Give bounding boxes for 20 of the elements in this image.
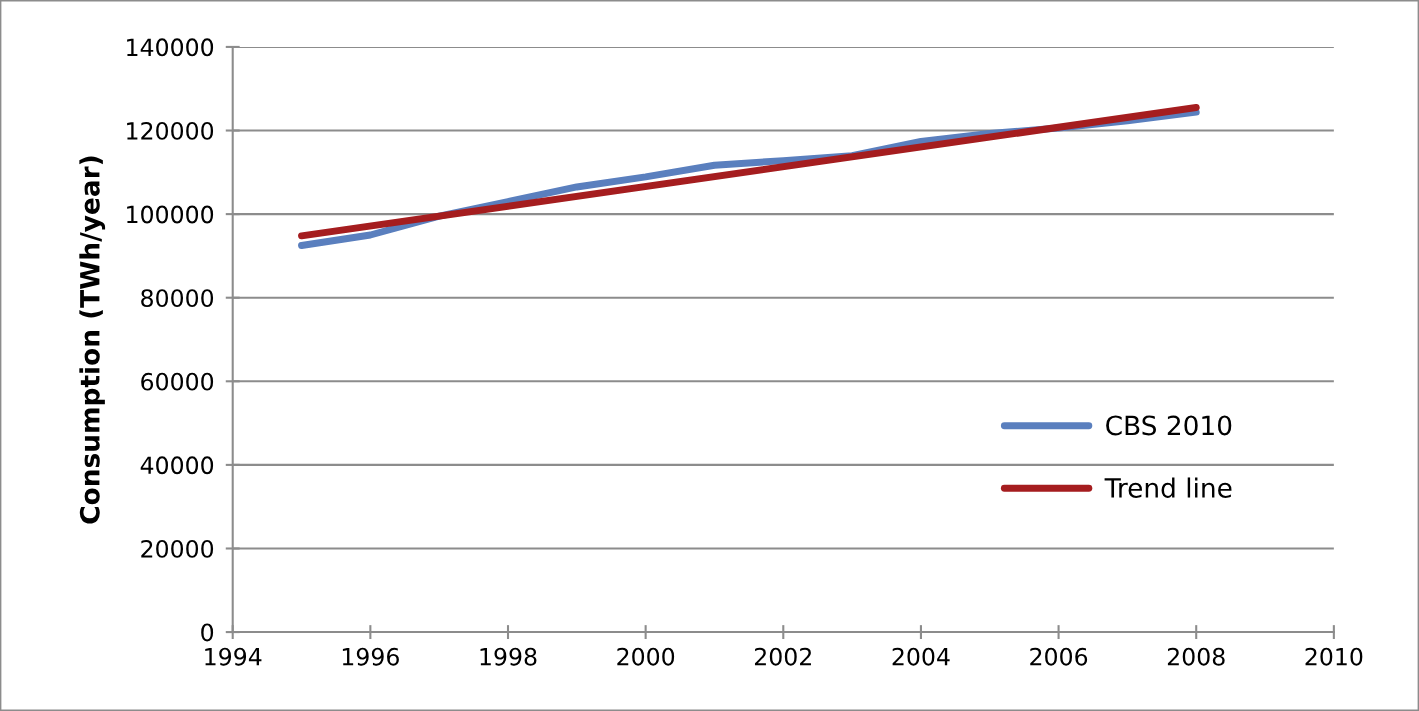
y-tick-label: 80000 — [141, 289, 214, 308]
x-tick-label: 2000 — [617, 647, 675, 666]
y-tick-label: 140000 — [127, 38, 214, 57]
x-tick-label: 2006 — [1030, 647, 1088, 666]
x-tick-label: 2010 — [1305, 647, 1363, 666]
x-tick-label: 2004 — [892, 647, 950, 666]
legend-label: CBS 2010 — [1106, 415, 1232, 436]
y-tick-label: 0 — [201, 623, 214, 642]
y-tick-label: 100000 — [127, 205, 214, 224]
x-tick-label: 1996 — [342, 647, 399, 666]
y-tick-label: 60000 — [141, 372, 214, 391]
x-tick-label: 2008 — [1167, 647, 1225, 666]
x-tick-label: 2002 — [754, 647, 811, 666]
y-axis-title: Consumption (TWh/year) — [79, 156, 106, 524]
x-tick-label: 1994 — [205, 647, 262, 666]
y-tick-label: 20000 — [141, 539, 214, 558]
y-tick-label: 120000 — [127, 121, 214, 140]
legend-label: Trend line — [1104, 477, 1232, 498]
y-tick-label: 40000 — [140, 456, 214, 475]
x-tick-label: 1998 — [480, 647, 537, 666]
